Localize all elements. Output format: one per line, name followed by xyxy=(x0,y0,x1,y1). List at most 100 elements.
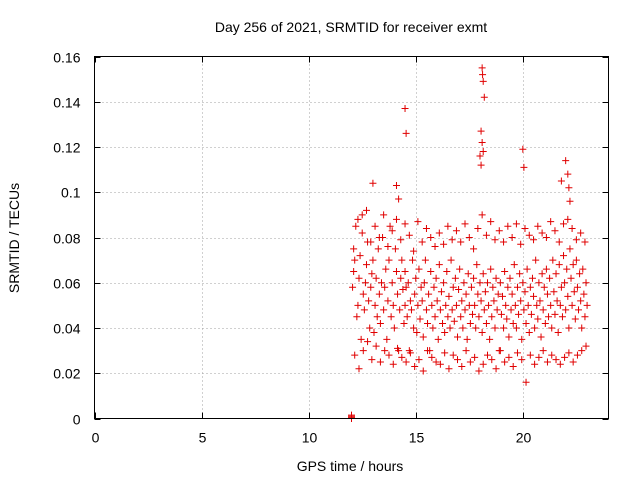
data-point xyxy=(478,64,486,72)
data-point xyxy=(407,306,415,314)
data-point xyxy=(474,290,482,298)
data-point xyxy=(479,71,487,79)
data-point xyxy=(487,218,495,226)
data-point xyxy=(351,256,359,264)
data-point xyxy=(479,77,487,85)
data-point xyxy=(432,274,440,282)
data-point xyxy=(432,358,440,366)
data-point xyxy=(465,234,473,241)
data-point xyxy=(557,283,565,291)
data-point xyxy=(459,324,467,332)
data-point xyxy=(578,347,586,355)
data-point xyxy=(365,297,373,305)
data-point xyxy=(458,297,466,305)
data-point xyxy=(480,306,488,314)
data-point xyxy=(409,256,417,264)
data-point xyxy=(522,378,530,386)
data-point xyxy=(466,358,474,366)
data-point xyxy=(418,238,426,246)
data-point xyxy=(367,238,375,246)
data-point xyxy=(369,179,377,187)
data-point xyxy=(366,324,374,332)
data-point xyxy=(483,279,491,287)
data-point xyxy=(561,353,569,361)
data-point xyxy=(578,324,586,332)
data-point xyxy=(491,324,499,332)
data-point xyxy=(375,290,383,298)
data-point xyxy=(576,270,584,278)
data-point xyxy=(440,240,448,248)
data-point xyxy=(412,274,420,282)
data-point xyxy=(508,234,516,241)
data-point xyxy=(427,234,435,241)
data-point xyxy=(538,270,546,278)
y-tick-label: 0.12 xyxy=(53,140,80,156)
data-point xyxy=(520,163,528,171)
data-point xyxy=(433,297,441,305)
data-point xyxy=(466,319,474,327)
data-point xyxy=(540,283,548,291)
data-point xyxy=(358,229,366,237)
data-point xyxy=(357,335,365,343)
data-point xyxy=(505,353,513,361)
data-point xyxy=(471,353,479,361)
data-point xyxy=(553,297,561,305)
data-point xyxy=(512,220,520,228)
data-point xyxy=(448,236,456,244)
data-point xyxy=(391,245,399,253)
data-point xyxy=(541,319,549,327)
data-point xyxy=(519,279,527,287)
data-point xyxy=(405,231,413,239)
data-point xyxy=(354,215,362,223)
data-point xyxy=(546,274,554,282)
data-point xyxy=(376,319,384,327)
data-point xyxy=(475,367,483,375)
data-point xyxy=(488,313,496,321)
data-point xyxy=(414,218,422,226)
data-point xyxy=(561,279,569,287)
data-point xyxy=(479,270,487,278)
data-point xyxy=(389,301,397,309)
data-point xyxy=(560,252,568,260)
data-point xyxy=(557,177,565,185)
data-point xyxy=(550,288,558,296)
data-point xyxy=(534,315,542,323)
data-point xyxy=(374,245,382,253)
data-point xyxy=(536,297,544,305)
data-point xyxy=(381,283,389,291)
data-point xyxy=(506,274,514,282)
data-point xyxy=(398,256,406,264)
data-point xyxy=(523,265,531,273)
data-point xyxy=(359,347,367,355)
data-point xyxy=(556,360,564,368)
y-tick-label: 0.08 xyxy=(53,231,80,247)
data-point xyxy=(380,306,388,314)
data-point xyxy=(452,301,460,309)
data-point xyxy=(552,356,560,364)
data-point xyxy=(352,222,360,230)
data-point xyxy=(350,267,358,275)
data-point xyxy=(435,229,443,237)
data-point xyxy=(526,351,534,359)
data-point xyxy=(527,310,535,318)
data-point xyxy=(452,227,460,235)
data-point xyxy=(548,324,556,332)
data-point xyxy=(560,220,568,228)
data-point xyxy=(388,279,396,287)
data-point xyxy=(427,267,435,275)
data-point xyxy=(498,292,506,300)
data-point xyxy=(456,265,464,273)
data-point xyxy=(421,256,429,264)
data-point xyxy=(384,297,392,305)
data-point xyxy=(497,310,505,318)
data-point xyxy=(552,270,560,278)
data-point xyxy=(445,365,453,373)
data-point xyxy=(572,256,580,264)
data-point xyxy=(543,358,551,366)
data-point xyxy=(394,344,402,352)
data-point xyxy=(507,306,515,314)
data-point xyxy=(410,247,418,255)
data-point xyxy=(477,297,485,305)
data-point xyxy=(439,319,447,327)
